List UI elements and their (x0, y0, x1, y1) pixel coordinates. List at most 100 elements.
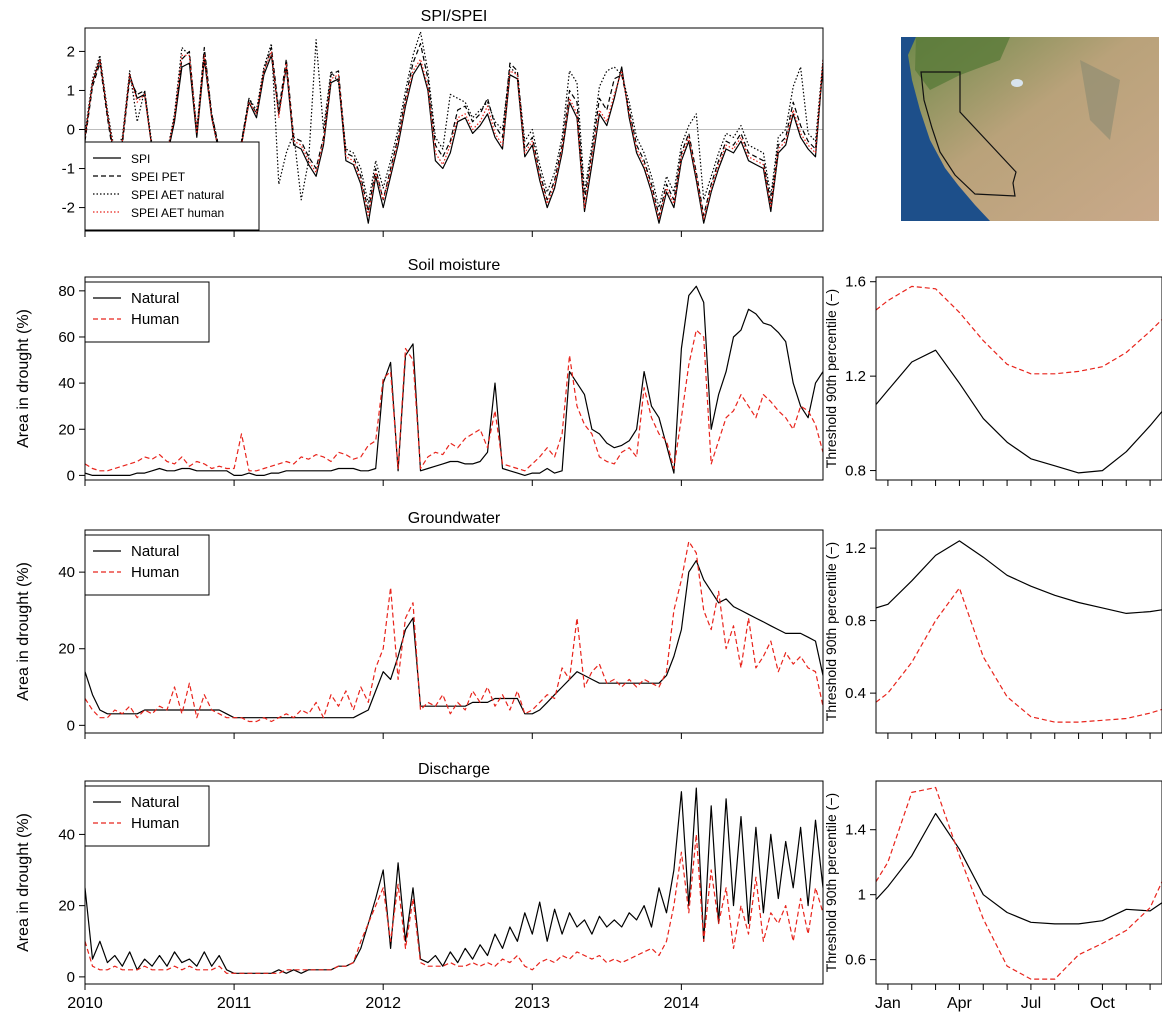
map-inset (901, 37, 1159, 221)
y-axis-label: Area in drought (%) (15, 813, 32, 952)
legend-label: Natural (131, 290, 179, 307)
chart-groundwater: 0 20 40 Groundwater Area in drought (%) Natur… (15, 510, 824, 739)
series-line-spi-3 (85, 50, 823, 220)
series-line-thr_soil-1 (876, 285, 1162, 375)
legend-label: Human (131, 564, 179, 581)
y-tick-label: 2 (67, 43, 75, 60)
series-group (876, 540, 1162, 723)
legend-label: Human (131, 815, 179, 832)
y-tick-label: 1 (67, 82, 75, 99)
series-line-discharge-1 (85, 833, 823, 974)
legend-label: SPI (131, 152, 150, 166)
y-tick-label: 0 (67, 717, 75, 734)
series-line-thr_q-0 (876, 812, 1162, 925)
y-tick-label: 20 (58, 421, 75, 438)
y-tick-label: 0 (67, 467, 75, 484)
series-group (85, 285, 823, 476)
y-tick-label: 0.8 (845, 463, 866, 480)
plot-frame (875, 780, 1162, 985)
plot-frame (875, 529, 1162, 734)
series-line-thr_gw-1 (876, 587, 1162, 723)
chart-title: Soil moisture (408, 257, 501, 274)
chart-thr_gw: 0.4 0.8 1.2 Threshold 90th percentile (−) (823, 529, 1162, 739)
series-group (85, 540, 823, 723)
chart-soil: 0 20 40 60 80 Soil moisture Area in drought (%… (15, 257, 824, 486)
legend-box (84, 534, 210, 596)
map-lake (1011, 79, 1023, 87)
y-axis-label: Area in drought (%) (15, 562, 32, 701)
y-tick-label: 1.4 (845, 822, 866, 839)
series-line-thr_gw-0 (876, 540, 1162, 615)
map-mountains (1080, 60, 1120, 140)
x-tick-label: 2014 (664, 995, 700, 1012)
y-tick-label: 1.2 (845, 368, 866, 385)
chart-thr_soil: 0.8 1.2 1.6 Threshold 90th percentile (−) (823, 274, 1162, 486)
legend-label: Human (131, 311, 179, 328)
y-tick-label: 40 (58, 375, 75, 392)
plot-frame (84, 780, 824, 985)
y-axis-label: Area in drought (%) (15, 309, 32, 448)
y-axis-label: Threshold 90th percentile (−) (823, 289, 839, 468)
series-line-soil-0 (85, 285, 823, 476)
y-tick-label: 0.4 (845, 685, 866, 702)
y-tick-label: 0.8 (845, 613, 866, 630)
y-tick-label: 0.6 (845, 952, 866, 969)
y-tick-label: 0 (67, 969, 75, 986)
series-line-spi-2 (85, 31, 823, 209)
y-tick-label: 20 (58, 641, 75, 658)
series-group (876, 285, 1162, 474)
series-group (85, 787, 823, 974)
chart-discharge: 0 20 40 2010 2011 2012 2013 2014 Discharge Area i… (15, 761, 824, 1012)
x-tick-label: Apr (947, 995, 973, 1012)
legend-label: Natural (131, 543, 179, 560)
chart-title: Groundwater (408, 510, 501, 527)
x-tick-label: Jul (1021, 995, 1041, 1012)
x-tick-label: 2013 (514, 995, 550, 1012)
series-group (85, 31, 823, 224)
series-group (876, 786, 1162, 980)
y-axis-label: Threshold 90th percentile (−) (823, 793, 839, 972)
plot-frame (84, 276, 824, 481)
series-line-soil-1 (85, 329, 823, 472)
chart-thr_q: 0.6 1 1.4 Jan Apr Jul Oct Threshold 90th percen… (823, 780, 1162, 1012)
legend-label: SPEI PET (131, 170, 186, 184)
chart-title: Discharge (418, 761, 490, 778)
legend: Natural Human (84, 534, 210, 596)
y-tick-label: 0 (67, 122, 75, 139)
x-tick-label: Jan (875, 995, 901, 1012)
series-line-thr_q-1 (876, 786, 1162, 980)
legend-box (84, 281, 210, 343)
legend: Natural Human (84, 785, 210, 847)
x-tick-label: Oct (1090, 995, 1115, 1012)
series-line-discharge-0 (85, 787, 823, 974)
y-tick-label: 1 (858, 887, 866, 904)
x-tick-label: 2010 (67, 995, 103, 1012)
plot-frame (875, 276, 1162, 481)
legend-box (84, 141, 260, 231)
y-tick-label: -1 (62, 161, 75, 178)
x-tick-label: 2011 (217, 995, 252, 1012)
chart-title: SPI/SPEI (421, 8, 488, 25)
plot-frame (84, 529, 824, 734)
legend-label: SPEI AET natural (131, 188, 224, 202)
legend-box (84, 785, 210, 847)
legend-label: Natural (131, 794, 179, 811)
series-line-groundwater-0 (85, 559, 823, 719)
y-tick-label: -2 (62, 200, 75, 217)
y-tick-label: 1.2 (845, 540, 866, 557)
series-line-groundwater-1 (85, 540, 823, 723)
y-tick-label: 1.6 (845, 274, 866, 291)
legend: SPI SPEI PET SPEI AET natural SPEI AET huma… (84, 141, 260, 231)
map-forest (915, 37, 1010, 90)
y-tick-label: 60 (58, 329, 75, 346)
series-line-thr_soil-0 (876, 349, 1162, 474)
y-tick-label: 40 (58, 826, 75, 843)
chart-spi: -2 -1 0 1 2 SPI/SPEI SPI SPEI PET SPEI AET natur… (62, 8, 824, 237)
series-line-spi-0 (85, 54, 823, 224)
california-outline (920, 71, 1017, 197)
y-axis-label: Threshold 90th percentile (−) (823, 542, 839, 721)
y-tick-label: 20 (58, 898, 75, 915)
x-tick-label: 2012 (365, 995, 401, 1012)
legend: Natural Human (84, 281, 210, 343)
